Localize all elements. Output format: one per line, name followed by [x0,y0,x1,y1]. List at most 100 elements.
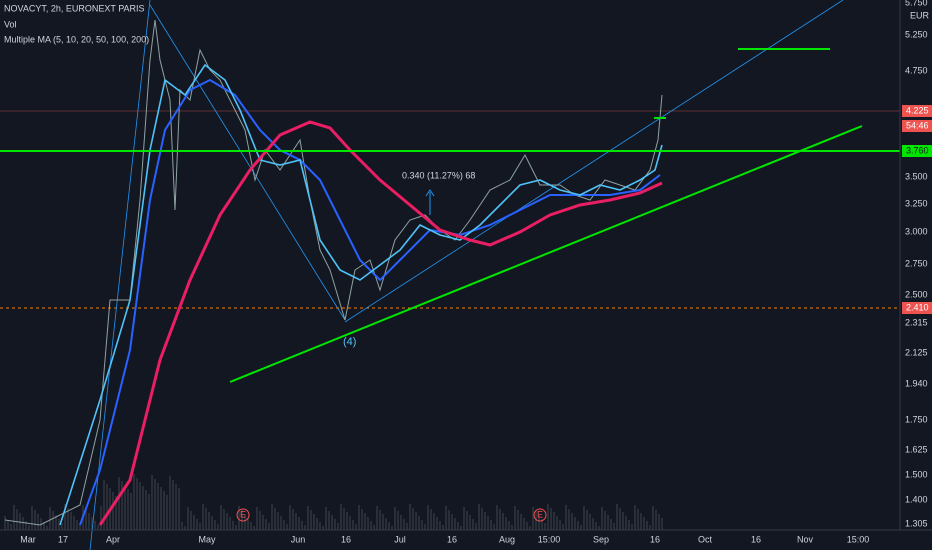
volume-bar [481,508,483,530]
volume-bar [64,504,66,530]
volume-bar [226,513,228,530]
volume-bar [112,492,114,530]
volume-bar [49,507,51,530]
time-tick-label: Apr [106,534,120,544]
volume-bar [283,520,285,530]
volume-bar [247,518,249,530]
time-tick-label: 15:00 [847,534,870,544]
volume-bar [565,505,567,530]
currency: EUR [910,10,930,20]
volume-bar [118,477,120,530]
volume-bar [142,486,144,530]
volume-bar [385,518,387,530]
volume-bar [556,516,558,530]
volume-bar [505,517,507,530]
volume-bar [256,507,258,530]
volume-bar [202,504,204,530]
volume-bar [463,507,465,530]
volume-bar [124,485,126,530]
volume-bar [97,525,99,530]
volume-bar [442,525,444,530]
channel-line [344,0,844,323]
support-line [229,125,863,383]
volume-bar [466,511,468,530]
volume-bar [166,495,168,530]
measure-arrow [425,189,435,197]
volume-bar [295,513,297,530]
volume-bar [211,516,213,530]
volume-bar [394,507,396,530]
volume-bar [121,481,123,530]
volume-bar [661,518,663,530]
ma-line [98,120,663,526]
volume-bar [241,510,243,530]
volume-bar [367,517,369,530]
volume-bar [469,515,471,530]
volume-bar [403,519,405,530]
price-tag [902,145,932,157]
volume-bar [58,519,60,530]
volume-bar [229,517,231,530]
volume-bar [586,510,588,530]
volume-bar [13,505,15,530]
volume-bar [190,511,192,530]
volume-bar [286,524,288,530]
volume-bar [418,516,420,530]
time-tick-label: Sep [593,534,609,544]
volume-bar [262,515,264,530]
volume-bar [601,507,603,530]
volume-bar [319,522,321,530]
time-tick-label: Jun [291,534,306,544]
volume-bar [163,491,165,530]
volume-bar [439,521,441,530]
volume-bar [79,524,81,530]
earnings-icon[interactable] [533,508,547,522]
volume-bar [148,494,150,530]
volume-bar [631,524,633,530]
volume-bar [154,479,156,530]
volume-bar [316,518,318,530]
price-tick-label: 5.250 [905,29,928,39]
volume-bar [475,523,477,530]
volume-bar [430,509,432,530]
volume-bar [400,515,402,530]
volume-bar [37,514,39,530]
volume-bar [364,513,366,530]
volume-bar [646,521,648,530]
time-tick-label: 16 [341,534,351,544]
volume-bar [550,508,552,530]
volume-bar [415,512,417,530]
price-tick-label: 5.750 [905,0,928,7]
volume-bar [451,514,453,530]
volume-bar [517,510,519,530]
earnings-icon[interactable] [236,508,250,522]
volume-bar [199,523,201,530]
volume-bar [628,520,630,530]
volume-bar [25,521,27,530]
volume-bar [103,480,105,530]
volume-bar [598,526,600,530]
time-tick-label: 16 [650,534,660,544]
time-tick-label: Aug [499,534,515,544]
volume-bar [268,523,270,530]
volume-bar [208,512,210,530]
volume-bar [235,525,237,530]
volume-bar [502,513,504,530]
volume-bar [28,525,30,530]
price-tick-label: 3.000 [905,226,928,236]
price-tag [902,105,932,117]
volume-bar [553,512,555,530]
price-tag-label: 54:46 [906,120,929,130]
volume-bar [604,511,606,530]
price-tick-label: 1.400 [905,494,928,504]
volume-bar [310,510,312,530]
volume-bar [178,488,180,530]
volume-bar [640,513,642,530]
time-tick-label: May [198,534,216,544]
volume-bar [73,516,75,530]
volume-bar [613,523,615,530]
indicator-label: Multiple MA (5, 10, 20, 50, 100, 200) [4,34,149,44]
volume-bar [265,519,267,530]
volume-bar [445,506,447,530]
volume-bar [214,520,216,530]
